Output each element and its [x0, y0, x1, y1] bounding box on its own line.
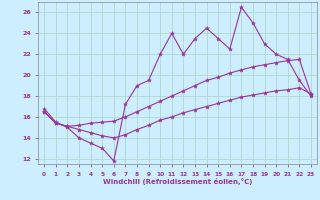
X-axis label: Windchill (Refroidissement éolien,°C): Windchill (Refroidissement éolien,°C) — [103, 178, 252, 185]
